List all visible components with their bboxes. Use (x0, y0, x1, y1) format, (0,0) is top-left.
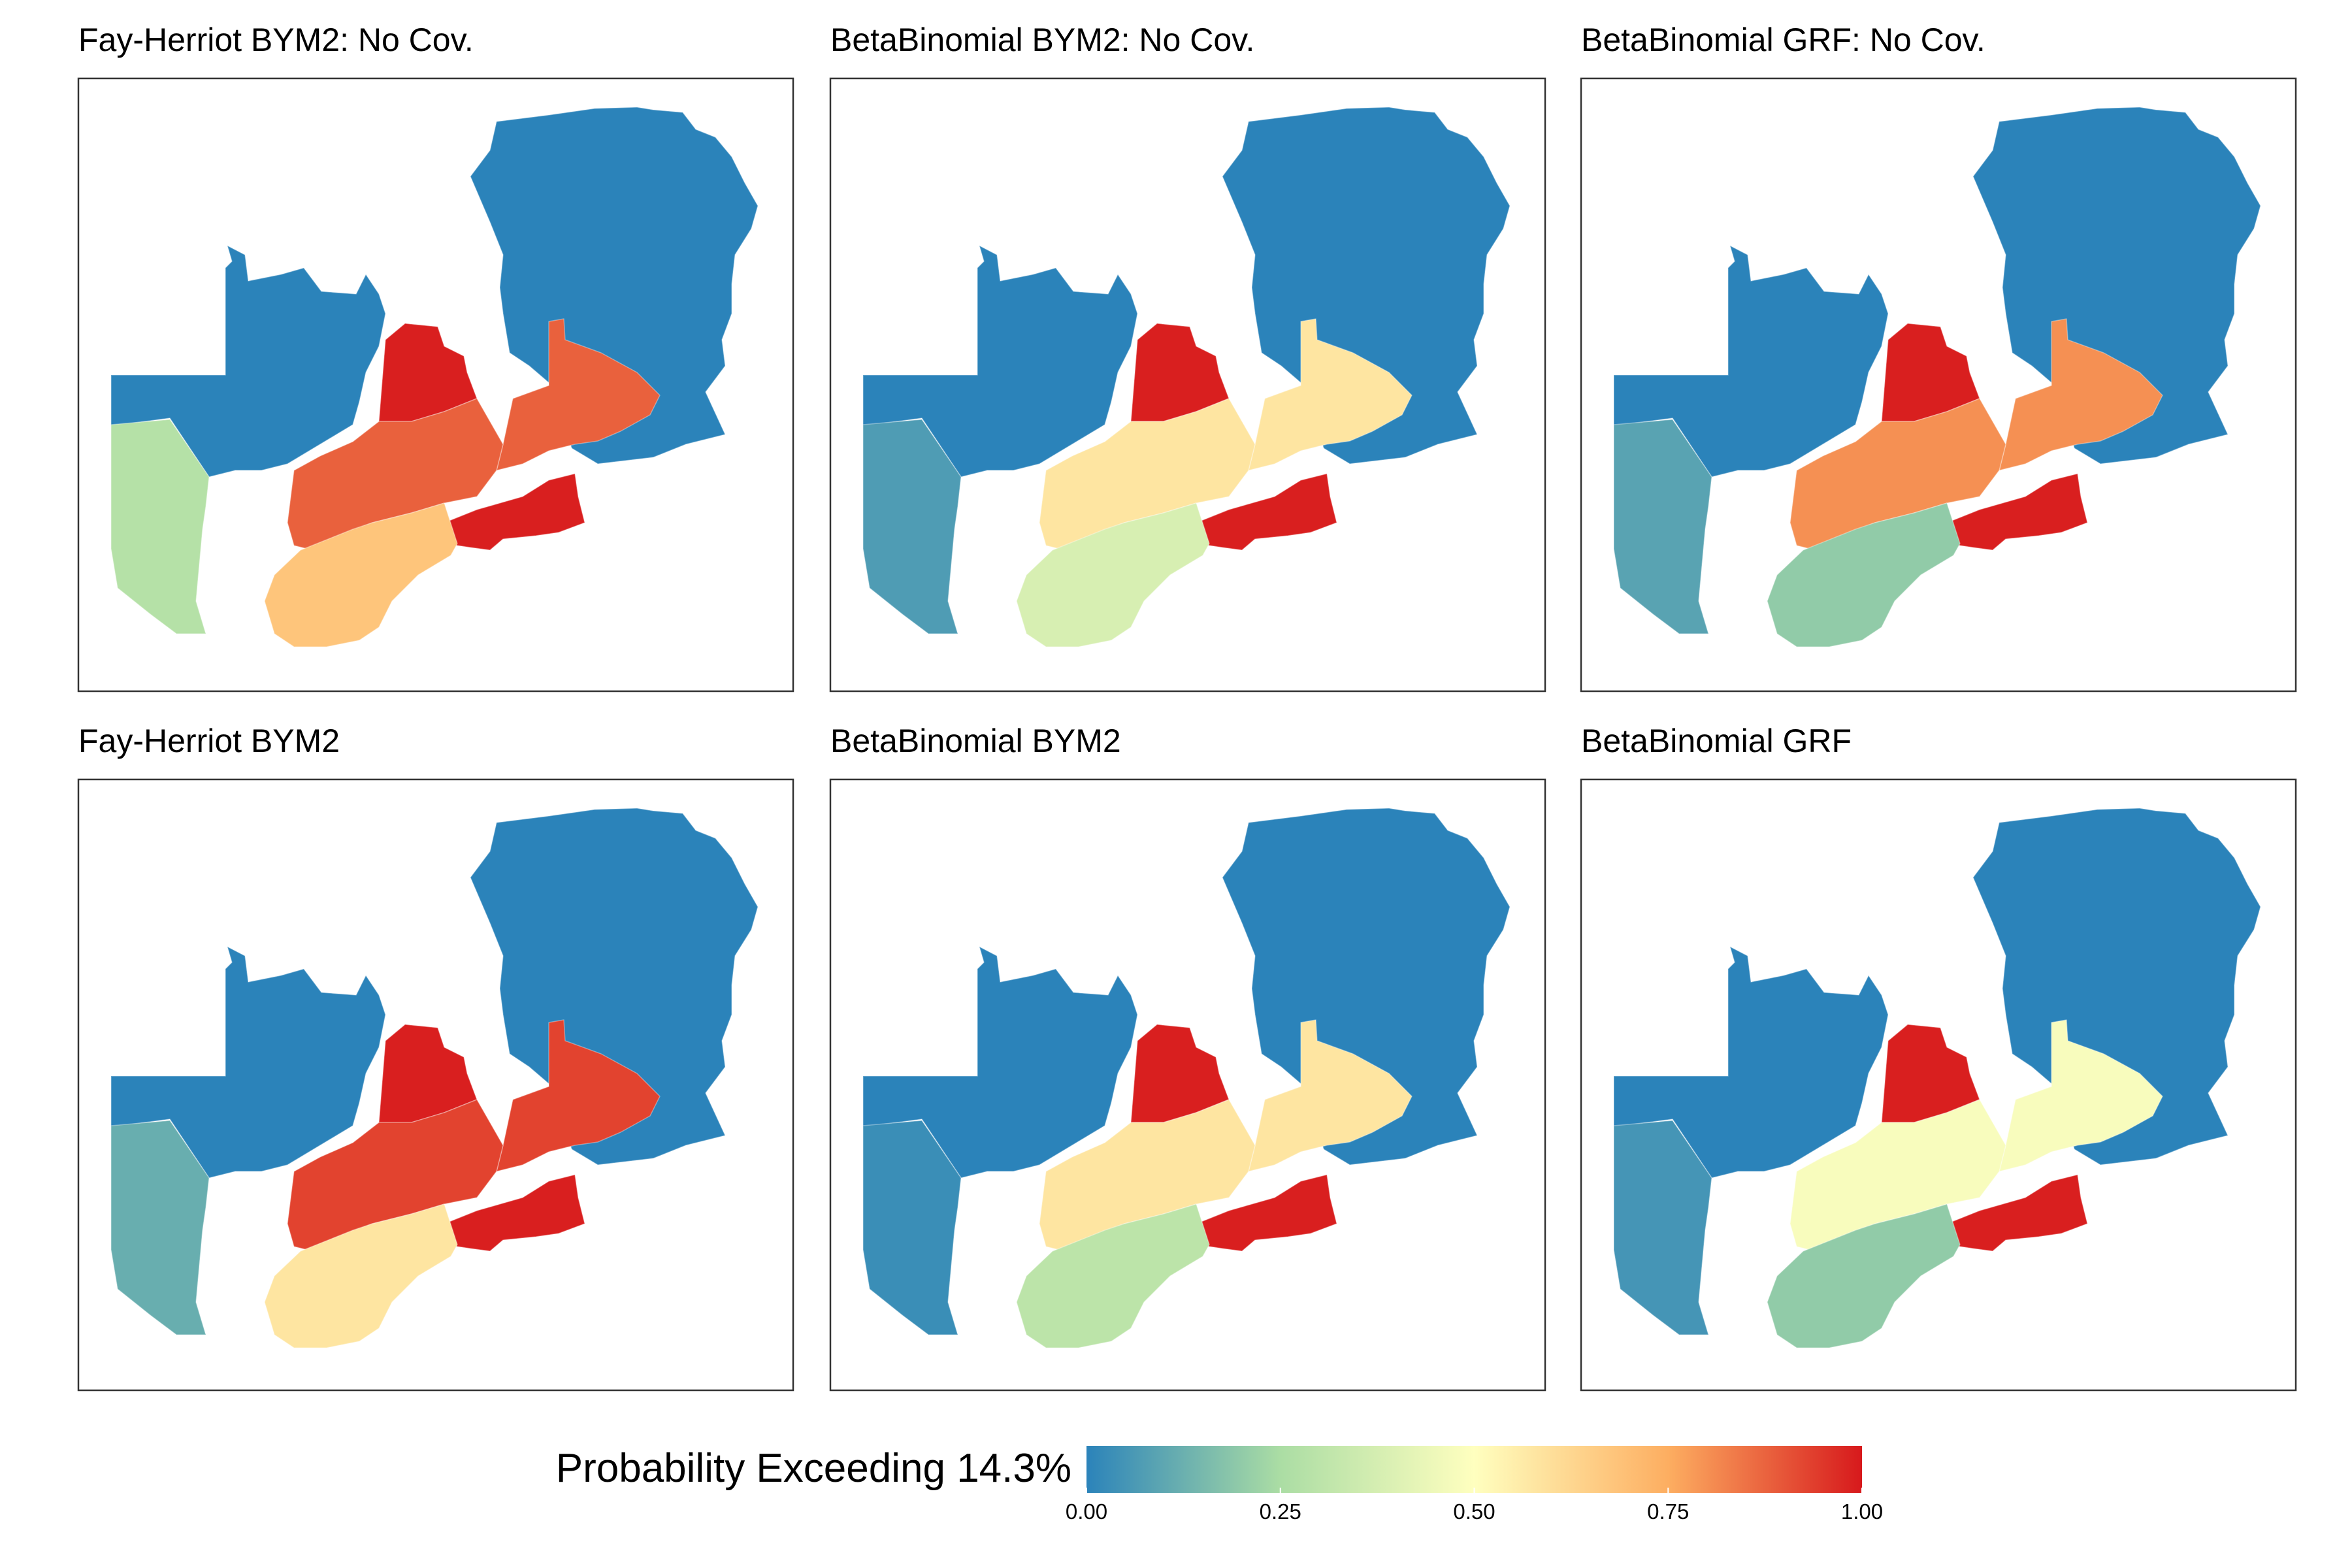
region-west (110, 245, 386, 478)
map-panel: BetaBinomial BYM2 (829, 723, 1546, 1392)
region-central (1039, 1099, 1256, 1250)
region-west (862, 946, 1138, 1179)
region-south (264, 502, 458, 647)
panel-frame (829, 77, 1546, 693)
region-west (1613, 946, 1889, 1179)
panel-frame (1580, 77, 2297, 693)
zambia-map (862, 808, 1511, 1348)
region-south (1016, 502, 1210, 647)
region-east (1248, 318, 1413, 471)
region-east (496, 318, 661, 471)
colorbar (1086, 1446, 1862, 1493)
panel-frame (1580, 778, 2297, 1392)
region-south (1767, 1203, 1961, 1348)
panel-title: BetaBinomial BYM2: No Cov. (830, 22, 1254, 58)
region-lusaka (1169, 473, 1337, 551)
colorbar-tick-label: 0.50 (1453, 1499, 1495, 1524)
region-lusaka (417, 1174, 585, 1252)
region-north (1972, 808, 2261, 1166)
region-lusaka (1920, 1174, 2088, 1252)
region-southwest (862, 419, 962, 634)
panel-title: BetaBinomial BYM2 (830, 723, 1121, 759)
region-southwest (110, 419, 210, 634)
region-south (1016, 1203, 1210, 1348)
region-west (862, 245, 1138, 478)
map-panel: Fay-Herriot BYM2 (77, 723, 794, 1392)
panel-title: BetaBinomial GRF (1581, 723, 1852, 759)
panel-frame (829, 778, 1546, 1392)
region-north (1222, 106, 1511, 465)
region-central (1039, 398, 1256, 549)
region-south (1767, 502, 1961, 647)
region-central (287, 398, 504, 549)
region-east (1999, 318, 2163, 471)
zambia-map (110, 106, 759, 647)
region-south (264, 1203, 458, 1348)
zambia-map (1613, 808, 2261, 1348)
region-central (1789, 1099, 2006, 1250)
zambia-map (110, 808, 759, 1348)
zambia-map (862, 106, 1511, 647)
region-west (1613, 245, 1889, 478)
region-southwest (1613, 419, 1712, 634)
colorbar-tick-label: 1.00 (1841, 1499, 1883, 1524)
colorbar-legend: Probability Exceeding 14.3% 0.00 0.25 0.50… (556, 1446, 1883, 1524)
region-north (470, 808, 759, 1166)
panel-frame (77, 778, 794, 1392)
region-lusaka (417, 473, 585, 551)
region-north (1972, 106, 2261, 465)
region-central (287, 1099, 504, 1250)
region-lusaka (1169, 1174, 1337, 1252)
map-panel: BetaBinomial GRF: No Cov. (1580, 22, 2297, 693)
panel-title: Fay-Herriot BYM2 (78, 723, 340, 759)
region-north (470, 106, 759, 465)
map-panel: BetaBinomial BYM2: No Cov. (829, 22, 1546, 693)
panel-title: BetaBinomial GRF: No Cov. (1581, 22, 1985, 58)
region-southwest (1613, 1120, 1712, 1335)
region-east (496, 1019, 661, 1172)
region-east (1248, 1019, 1413, 1172)
region-lusaka (1920, 473, 2088, 551)
panel-title: Fay-Herriot BYM2: No Cov. (78, 22, 474, 58)
legend-title: Probability Exceeding 14.3% (556, 1446, 1071, 1491)
region-central (1789, 398, 2006, 549)
zambia-map (1613, 106, 2261, 647)
colorbar-tick-label: 0.00 (1066, 1499, 1107, 1524)
map-panel: Fay-Herriot BYM2: No Cov. (77, 22, 794, 693)
colorbar-tick-label: 0.75 (1647, 1499, 1689, 1524)
colorbar-ticks: 0.00 0.25 0.50 0.75 1.00 (1066, 1488, 1883, 1524)
region-west (110, 946, 386, 1179)
colorbar-tick-label: 0.25 (1260, 1499, 1301, 1524)
region-southwest (862, 1120, 962, 1335)
region-north (1222, 808, 1511, 1166)
region-southwest (110, 1120, 210, 1335)
region-east (1999, 1019, 2163, 1172)
panel-frame (77, 77, 794, 693)
map-panel: BetaBinomial GRF (1580, 723, 2297, 1392)
